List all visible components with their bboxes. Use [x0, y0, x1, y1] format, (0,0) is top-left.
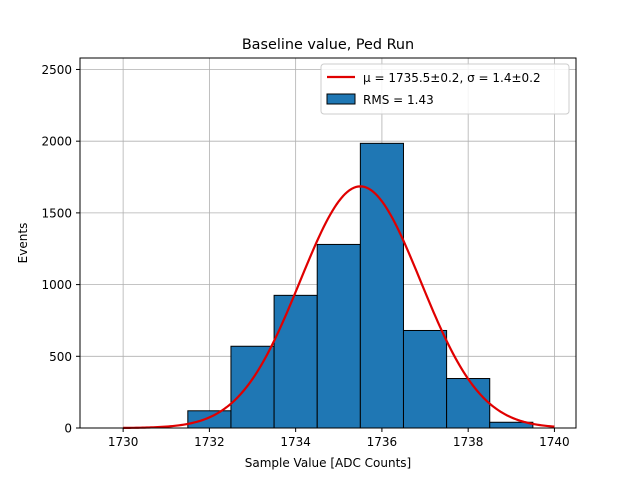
- histogram-bars: [187, 142, 534, 429]
- histogram-bar: [316, 243, 361, 429]
- y-tick-label: 1000: [41, 278, 72, 292]
- x-tick-label: 1730: [108, 435, 139, 449]
- y-tick-label: 1500: [41, 206, 72, 220]
- y-tick-label: 2000: [41, 135, 72, 149]
- gaussian-fit: [123, 185, 555, 429]
- histogram-bar: [446, 378, 491, 429]
- histogram-bar: [402, 329, 448, 429]
- grid-lines: [80, 58, 576, 429]
- legend-histogram-label: RMS = 1.43: [363, 93, 434, 107]
- y-tick-label: 500: [49, 350, 72, 364]
- histogram-bar: [359, 142, 404, 429]
- chart-title: Baseline value, Ped Run: [242, 37, 414, 53]
- x-axis-label: Sample Value [ADC Counts]: [245, 456, 411, 470]
- x-tick-label: 1736: [367, 435, 398, 449]
- x-tick-label: 1738: [453, 435, 484, 449]
- histogram-bar: [187, 410, 232, 429]
- legend-histogram-swatch: [326, 93, 356, 105]
- plot-frame: [79, 57, 577, 429]
- x-tick-label: 1732: [194, 435, 225, 449]
- x-axis-ticks: 1730 1732 1734 1736 1738 1740: [108, 428, 570, 449]
- x-tick-label: 1740: [539, 435, 570, 449]
- legend-box: [320, 63, 570, 115]
- y-tick-label: 0: [64, 422, 72, 436]
- y-axis-ticks: 0 500 1000 1500 2000 2500: [41, 63, 80, 436]
- legend-fit-label: μ = 1735.5±0.2, σ = 1.4±0.2: [363, 71, 541, 85]
- y-tick-label: 2500: [41, 63, 72, 77]
- x-tick-label: 1734: [280, 435, 311, 449]
- histogram-bar: [273, 294, 318, 429]
- fit-curve: [123, 185, 555, 429]
- legend: μ = 1735.5±0.2, σ = 1.4±0.2 RMS = 1.43: [320, 63, 570, 115]
- histogram-bar: [230, 345, 275, 429]
- y-axis-label: Events: [16, 223, 30, 264]
